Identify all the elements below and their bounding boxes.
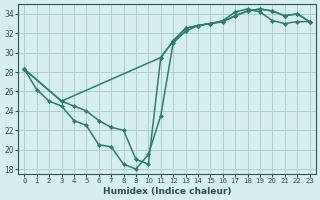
X-axis label: Humidex (Indice chaleur): Humidex (Indice chaleur): [103, 187, 231, 196]
